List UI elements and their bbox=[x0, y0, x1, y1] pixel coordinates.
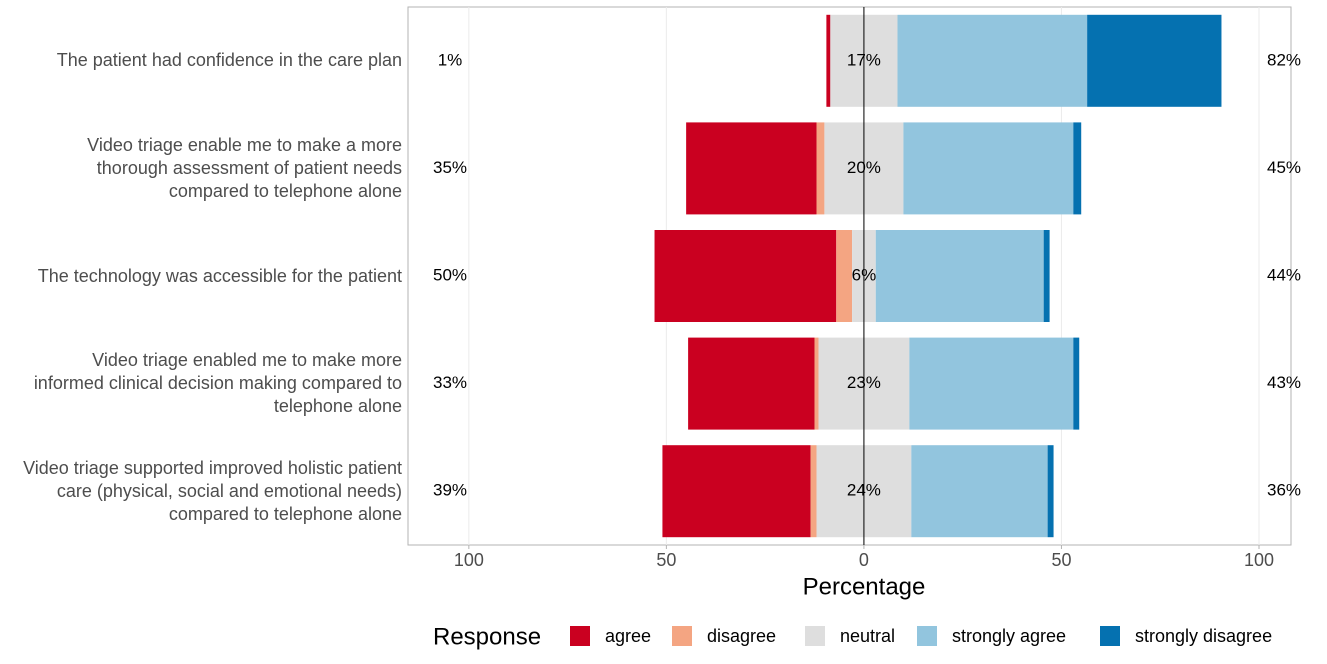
legend-label: disagree bbox=[707, 626, 776, 646]
legend-key bbox=[917, 626, 937, 646]
category-label-box: Video triage supported improved holistic… bbox=[23, 457, 402, 524]
left-total-label: 33% bbox=[433, 373, 467, 392]
legend-label: agree bbox=[605, 626, 651, 646]
x-tick-label: 100 bbox=[454, 550, 484, 570]
legend-key bbox=[570, 626, 590, 646]
category-label-box: Video triage enabled me to make more inf… bbox=[33, 350, 402, 417]
left-total-label: 39% bbox=[433, 481, 467, 500]
category-label: The patient had confidence in the care p… bbox=[56, 50, 402, 71]
category-label: Video triage enable me to make a more th… bbox=[87, 134, 402, 201]
legend-key bbox=[805, 626, 825, 646]
category-label-box: Video triage enable me to make a more th… bbox=[87, 134, 402, 201]
legend-label: strongly disagree bbox=[1135, 626, 1272, 646]
category-label-box: The technology was accessible for the pa… bbox=[37, 265, 402, 286]
legend-label: strongly agree bbox=[952, 626, 1066, 646]
bar-segment bbox=[1073, 337, 1080, 430]
bar-segment bbox=[688, 337, 815, 430]
x-tick-label: 50 bbox=[1051, 550, 1071, 570]
bar-segment bbox=[836, 230, 853, 322]
bar-segment bbox=[810, 445, 817, 538]
bar-segment bbox=[1073, 122, 1082, 215]
left-total-label: 1% bbox=[438, 50, 463, 69]
bar-segment bbox=[1043, 230, 1050, 322]
bar-segment bbox=[1047, 445, 1054, 538]
legend-key bbox=[1100, 626, 1120, 646]
category-label: The technology was accessible for the pa… bbox=[37, 265, 402, 286]
category-label: Video triage enabled me to make more inf… bbox=[33, 350, 402, 417]
left-total-label: 35% bbox=[433, 158, 467, 177]
category-label: Video triage supported improved holistic… bbox=[23, 457, 402, 524]
right-total-label: 45% bbox=[1267, 158, 1301, 177]
bar-segment bbox=[654, 230, 837, 322]
bar-segment bbox=[662, 445, 811, 538]
legend-key bbox=[672, 626, 692, 646]
bar-segment bbox=[816, 122, 825, 215]
x-tick-label: 0 bbox=[859, 550, 869, 570]
legend-title: Response bbox=[433, 623, 541, 650]
right-total-label: 36% bbox=[1267, 481, 1301, 500]
x-tick-label: 100 bbox=[1244, 550, 1274, 570]
x-tick-label: 50 bbox=[656, 550, 676, 570]
bar-segment bbox=[875, 230, 1044, 322]
bar-segment bbox=[686, 122, 817, 215]
bar-segment bbox=[903, 122, 1074, 215]
left-total-label: 50% bbox=[433, 265, 467, 284]
bar-segment bbox=[814, 337, 819, 430]
legend-label: neutral bbox=[840, 626, 895, 646]
bar-segment bbox=[1087, 14, 1222, 107]
bar-segment bbox=[826, 14, 831, 107]
right-total-label: 82% bbox=[1267, 50, 1301, 69]
bar-segment bbox=[909, 337, 1074, 430]
category-label-box: The patient had confidence in the care p… bbox=[56, 50, 402, 71]
bar-segment bbox=[911, 445, 1048, 538]
x-axis-title: Percentage bbox=[803, 573, 926, 600]
right-total-label: 44% bbox=[1267, 265, 1301, 284]
right-total-label: 43% bbox=[1267, 373, 1301, 392]
bar-segment bbox=[897, 14, 1088, 107]
